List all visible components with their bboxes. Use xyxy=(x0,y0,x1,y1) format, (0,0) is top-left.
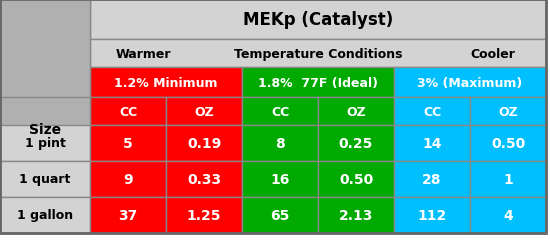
Text: Cooler: Cooler xyxy=(470,47,515,60)
Bar xyxy=(90,161,166,197)
Bar xyxy=(90,40,546,68)
Text: 65: 65 xyxy=(270,208,290,222)
Text: OZ: OZ xyxy=(498,105,518,118)
Text: CC: CC xyxy=(271,105,289,118)
Bar xyxy=(394,98,470,125)
Bar xyxy=(90,125,166,161)
Bar xyxy=(470,197,546,233)
Bar xyxy=(0,125,90,161)
Text: OZ: OZ xyxy=(194,105,214,118)
Bar xyxy=(0,0,90,40)
Text: 0.25: 0.25 xyxy=(339,137,373,150)
Text: 1.25: 1.25 xyxy=(187,208,221,222)
Text: 0.33: 0.33 xyxy=(187,172,221,186)
Bar xyxy=(470,98,546,125)
Text: 2.13: 2.13 xyxy=(339,208,373,222)
Bar xyxy=(394,161,470,197)
Text: 1.8%  77F (Ideal): 1.8% 77F (Ideal) xyxy=(258,76,378,89)
Text: MEKp (Catalyst): MEKp (Catalyst) xyxy=(243,11,393,29)
Text: 0.50: 0.50 xyxy=(339,172,373,186)
Text: 5: 5 xyxy=(123,137,133,150)
Bar xyxy=(242,197,318,233)
Text: 1.2% Minimum: 1.2% Minimum xyxy=(114,76,218,89)
Bar xyxy=(0,197,90,233)
Text: 3% (Maximum): 3% (Maximum) xyxy=(417,76,522,89)
Text: 1 pint: 1 pint xyxy=(25,137,65,150)
Text: CC: CC xyxy=(119,105,137,118)
Bar xyxy=(394,197,470,233)
Bar xyxy=(318,125,394,161)
Text: 0.50: 0.50 xyxy=(491,137,525,150)
Bar xyxy=(318,197,394,233)
Text: 37: 37 xyxy=(118,208,138,222)
Bar xyxy=(90,0,546,40)
Bar xyxy=(0,68,90,98)
Bar xyxy=(166,161,242,197)
Text: 0.19: 0.19 xyxy=(187,137,221,150)
Text: 1 quart: 1 quart xyxy=(19,173,71,186)
Bar xyxy=(242,68,394,98)
Bar xyxy=(470,125,546,161)
Text: Warmer: Warmer xyxy=(116,47,171,60)
Bar xyxy=(90,197,166,233)
Bar xyxy=(0,161,90,197)
Text: 14: 14 xyxy=(422,137,442,150)
Bar xyxy=(90,68,242,98)
Bar xyxy=(0,0,90,125)
Bar xyxy=(394,125,470,161)
Text: 16: 16 xyxy=(270,172,290,186)
Text: 4: 4 xyxy=(503,208,513,222)
Bar xyxy=(470,161,546,197)
Bar xyxy=(0,98,90,233)
Text: 1 gallon: 1 gallon xyxy=(17,209,73,222)
Text: 9: 9 xyxy=(123,172,133,186)
Text: 28: 28 xyxy=(422,172,442,186)
Text: Temperature Conditions: Temperature Conditions xyxy=(234,47,402,60)
Text: 8: 8 xyxy=(275,137,285,150)
Bar xyxy=(166,125,242,161)
Bar xyxy=(242,98,318,125)
Bar xyxy=(90,98,166,125)
Bar xyxy=(0,40,90,68)
Bar xyxy=(166,197,242,233)
Bar xyxy=(166,98,242,125)
Bar xyxy=(242,125,318,161)
Text: 1: 1 xyxy=(503,172,513,186)
Text: OZ: OZ xyxy=(346,105,366,118)
Text: CC: CC xyxy=(423,105,441,118)
Bar xyxy=(242,161,318,197)
Bar xyxy=(394,68,546,98)
Bar xyxy=(318,161,394,197)
Text: 112: 112 xyxy=(417,208,447,222)
Text: Size: Size xyxy=(29,122,61,137)
Bar xyxy=(318,98,394,125)
